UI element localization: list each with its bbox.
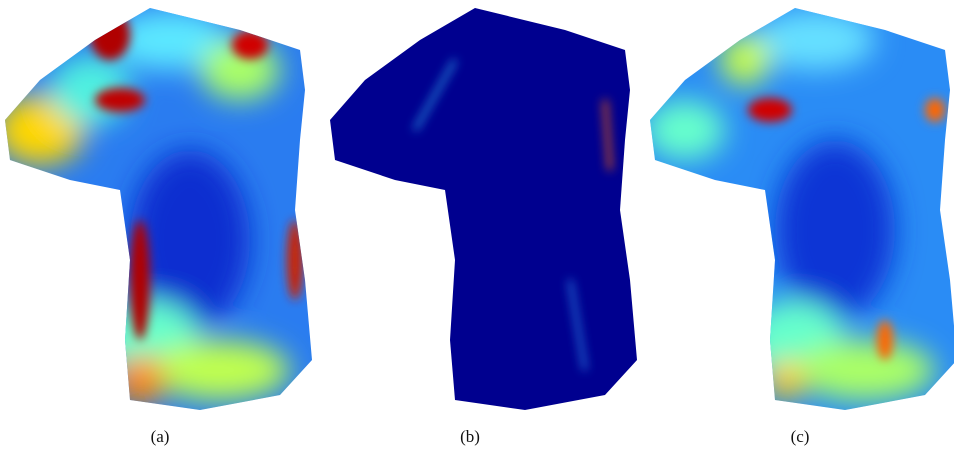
- heatmap-b: [330, 8, 637, 410]
- caption: (c): [791, 427, 810, 446]
- caption: (a): [151, 427, 170, 446]
- caption: (b): [460, 427, 480, 446]
- heatmap-c: [650, 8, 954, 410]
- heatmap-a: [5, 8, 312, 410]
